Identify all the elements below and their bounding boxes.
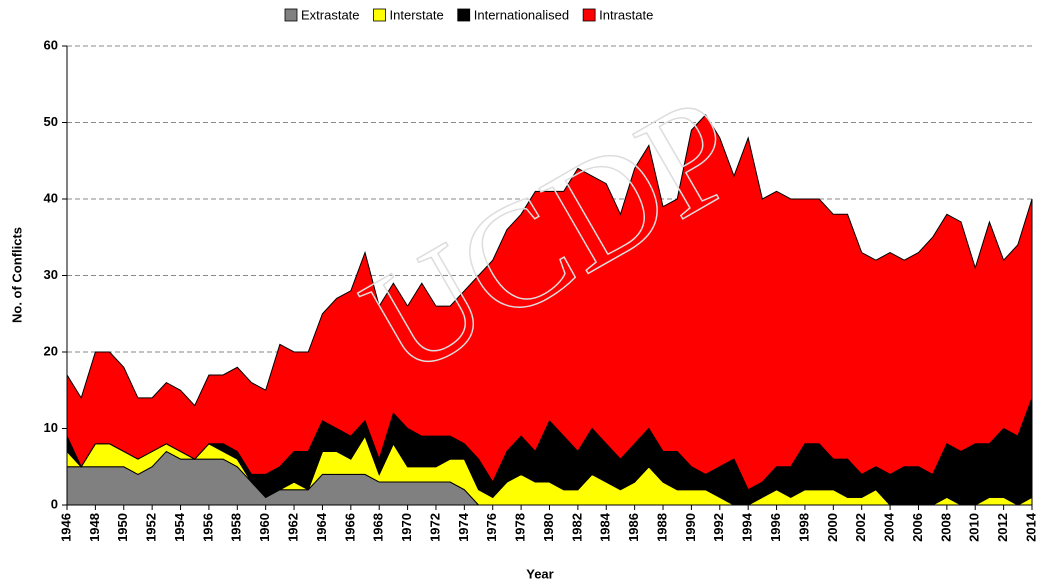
x-tick-label: 2010 xyxy=(967,513,982,542)
area xyxy=(66,114,1033,491)
x-tick-label: 2014 xyxy=(1023,512,1038,542)
x-tick-label: 1956 xyxy=(200,513,215,542)
y-tick-label: 0 xyxy=(51,496,58,511)
x-tick-label: 1998 xyxy=(796,513,811,542)
x-axis-label: Year xyxy=(526,566,553,581)
axes: 0 10 20 30 40 50 60 1946 1948 1950 1952 1954 1956 195… xyxy=(44,37,1039,541)
legend-label: Intrastate xyxy=(599,7,653,22)
x-tick-label: 1946 xyxy=(58,513,73,542)
x-tick-label: 1948 xyxy=(87,513,102,542)
x-tick-label: 2004 xyxy=(882,512,897,542)
x-tick-label: 1982 xyxy=(569,513,584,542)
x-tick-label: 2008 xyxy=(938,513,953,542)
x-tick-label: 1952 xyxy=(144,513,159,542)
x-tick-label: 1972 xyxy=(427,513,442,542)
y-tick-label: 50 xyxy=(44,114,58,129)
legend-label: Internationalised xyxy=(474,7,569,22)
y-tick-label: 60 xyxy=(44,37,58,52)
x-tick-label: 1986 xyxy=(626,513,641,542)
y-tick-label: 40 xyxy=(44,190,58,205)
x-tick-label: 1954 xyxy=(172,512,187,542)
x-tick-label: 1960 xyxy=(257,513,272,542)
x-tick-label: 1958 xyxy=(229,513,244,542)
x-tick-label: 1970 xyxy=(399,513,414,542)
x-tick-label: 1988 xyxy=(654,513,669,542)
x-tick-label: 2012 xyxy=(995,513,1010,542)
x-tick-label: 2002 xyxy=(853,513,868,542)
x-tick-label: 1984 xyxy=(598,512,613,542)
x-tick-label: 2006 xyxy=(910,513,925,542)
y-axis-label: No. of Conflicts xyxy=(9,227,24,323)
legend-swatch xyxy=(457,8,471,22)
x-tick-label: 1992 xyxy=(711,513,726,542)
x-tick-label: 1996 xyxy=(768,513,783,542)
legend-label: Interstate xyxy=(390,7,444,22)
x-tick-label: 1976 xyxy=(484,513,499,542)
x-tick-label: 1980 xyxy=(541,513,556,542)
x-tick-label: 1964 xyxy=(314,512,329,542)
y-tick-label: 30 xyxy=(44,267,58,282)
legend-swatch xyxy=(582,8,596,22)
x-tick-label: 1978 xyxy=(513,513,528,542)
legend-label: Extrastate xyxy=(301,7,360,22)
x-tick-label: 1966 xyxy=(342,513,357,542)
y-tick-label: 20 xyxy=(44,343,58,358)
areas xyxy=(66,114,1033,506)
x-tick-label: 1950 xyxy=(115,513,130,542)
x-tick-label: 1990 xyxy=(683,513,698,542)
legend-swatch xyxy=(373,8,386,22)
x-tick-label: 1968 xyxy=(371,513,386,542)
x-tick-label: 1994 xyxy=(740,512,755,542)
x-tick-label: 2000 xyxy=(825,513,840,542)
x-tick-label: 1974 xyxy=(456,512,471,542)
legend: Extrastate Interstate Internationalised Int… xyxy=(284,7,653,22)
x-tick-label: 1962 xyxy=(285,513,300,542)
legend-swatch xyxy=(284,8,298,22)
y-tick-label: 10 xyxy=(44,420,58,435)
